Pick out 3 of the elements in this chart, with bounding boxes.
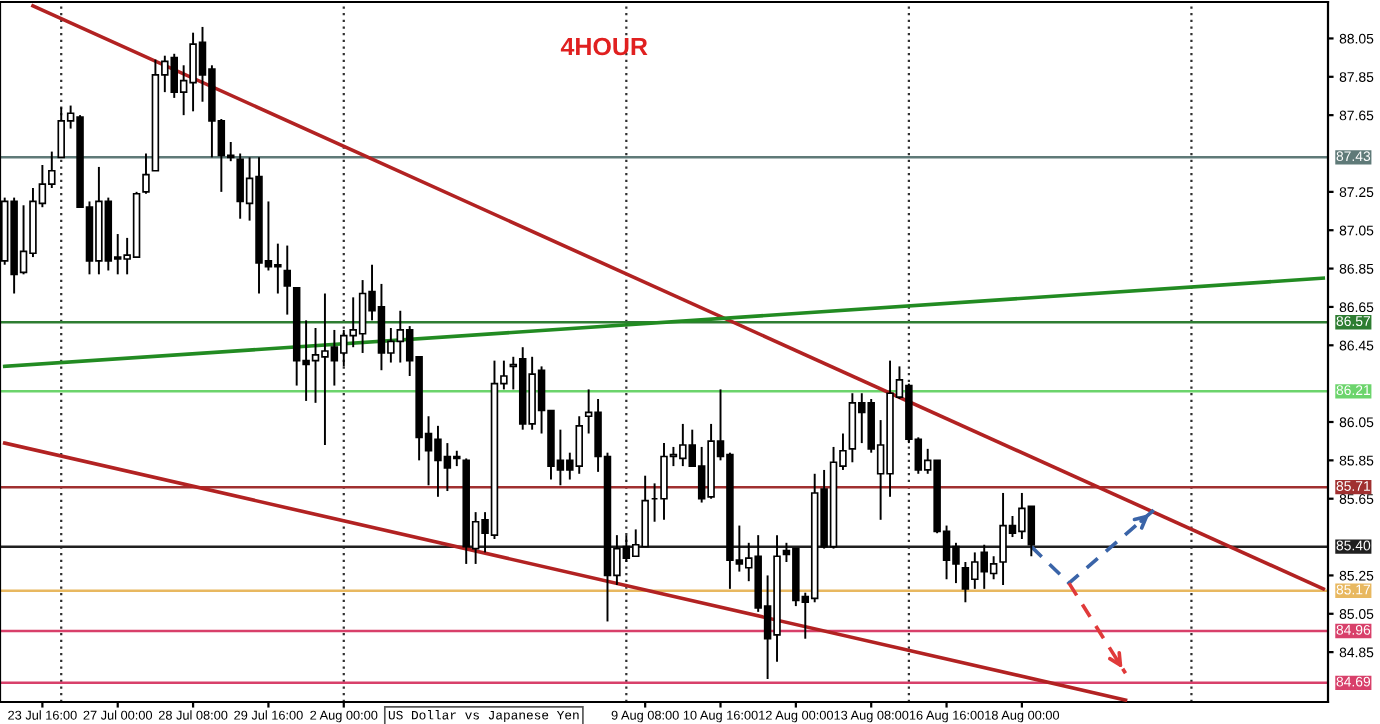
candlestick: [142, 152, 150, 195]
candlestick: [283, 244, 292, 316]
text: 4HOUR: [560, 37, 648, 56]
